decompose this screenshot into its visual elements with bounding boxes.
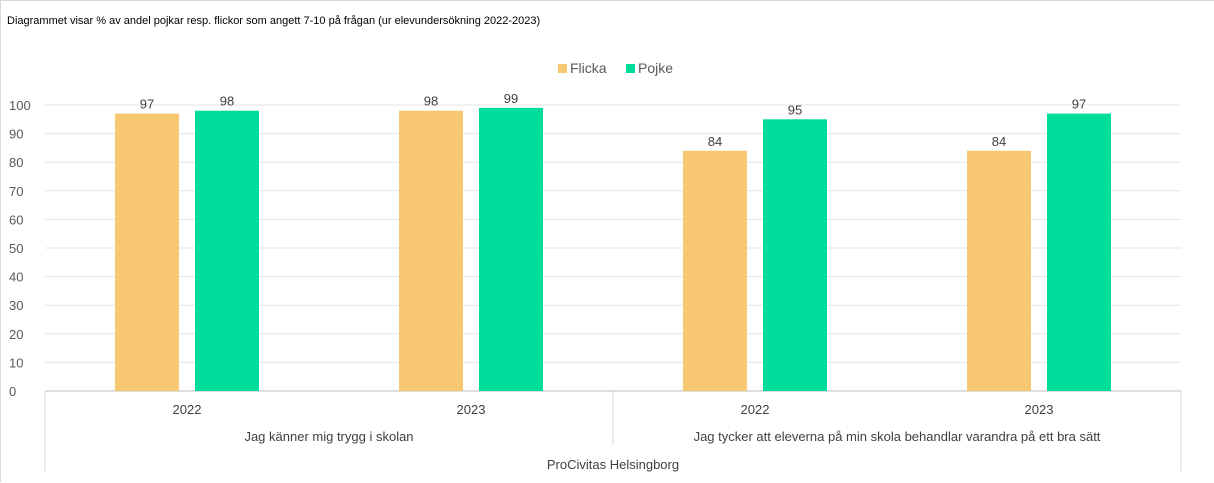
- group-label: Jag tycker att eleverna på min skola beh…: [694, 429, 1101, 444]
- data-label: 95: [788, 102, 802, 117]
- top-group-label: ProCivitas Helsingborg: [547, 457, 679, 472]
- y-tick-label: 60: [9, 212, 23, 227]
- legend-swatch-flicka: [558, 64, 567, 73]
- bar-pojke: [479, 107, 543, 392]
- data-label: 97: [140, 97, 154, 112]
- chart-title: Diagrammet visar % av andel pojkar resp.…: [7, 15, 541, 27]
- x-tick-label: 2023: [1025, 402, 1054, 417]
- y-tick-label: 80: [9, 155, 23, 170]
- y-tick-label: 30: [9, 298, 23, 313]
- y-tick-label: 90: [9, 127, 23, 142]
- x-tick-label: 2023: [457, 402, 486, 417]
- data-label: 84: [708, 134, 722, 149]
- x-tick-label: 2022: [173, 402, 202, 417]
- y-tick-label: 0: [9, 384, 16, 399]
- data-label: 97: [1072, 97, 1086, 112]
- bar-pojke: [763, 119, 827, 392]
- y-tick-label: 10: [9, 355, 23, 370]
- bar-flicka: [115, 113, 179, 391]
- legend-label: Flicka: [570, 60, 607, 76]
- bar-flicka: [683, 150, 747, 391]
- data-label: 98: [220, 94, 234, 109]
- group-label: Jag känner mig trygg i skolan: [244, 429, 413, 444]
- bar-flicka: [399, 110, 463, 391]
- bar-pojke: [195, 110, 259, 391]
- x-tick-label: 2022: [741, 402, 770, 417]
- y-tick-label: 100: [9, 98, 31, 113]
- data-label: 98: [424, 94, 438, 109]
- legend-swatch-pojke: [626, 64, 635, 73]
- y-tick-label: 70: [9, 184, 23, 199]
- legend-label: Pojke: [638, 60, 673, 76]
- y-tick-label: 20: [9, 327, 23, 342]
- bar-pojke: [1047, 113, 1111, 391]
- y-tick-label: 50: [9, 241, 23, 256]
- data-label: 99: [504, 91, 518, 106]
- bar-flicka: [967, 150, 1031, 391]
- y-tick-label: 40: [9, 270, 23, 285]
- data-label: 84: [992, 134, 1006, 149]
